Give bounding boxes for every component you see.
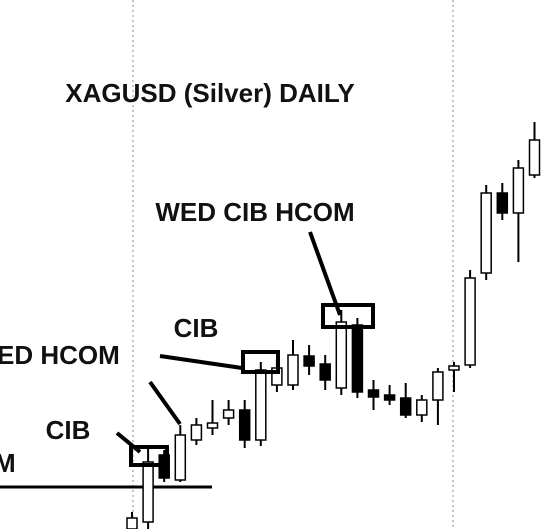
annotation: CIB <box>174 313 219 343</box>
candle-body <box>528 139 541 176</box>
candle-body <box>126 517 138 529</box>
annotation: WED CIB HCOM <box>155 197 354 227</box>
candle-body <box>335 321 348 389</box>
annotation: CIB <box>46 415 91 445</box>
pointer <box>115 431 142 454</box>
box <box>129 445 169 467</box>
candle-body <box>416 399 428 416</box>
candle-body <box>383 394 396 401</box>
candle-body <box>238 409 251 441</box>
candle-body <box>142 461 154 523</box>
candle-body <box>496 192 509 214</box>
candle-body <box>448 365 460 371</box>
candle-body <box>464 277 476 366</box>
box <box>241 350 280 374</box>
candle-body <box>512 167 525 214</box>
candle-body <box>287 354 299 386</box>
pointer <box>308 231 342 316</box>
pointer <box>148 380 182 426</box>
annotation: M <box>0 448 16 478</box>
candle-body <box>255 369 267 441</box>
candles <box>126 122 541 529</box>
candle-body <box>206 422 219 429</box>
candle-body <box>174 434 187 481</box>
candle-body <box>319 363 331 381</box>
annotation: ED HCOM <box>0 340 120 370</box>
box <box>321 303 375 329</box>
candle-body <box>222 409 235 419</box>
candle-body <box>351 324 364 393</box>
pointer <box>159 354 243 370</box>
candle-body <box>190 424 203 441</box>
candle-body <box>367 389 380 398</box>
candle-body <box>432 371 444 401</box>
chart-title: XAGUSD (Silver) DAILY <box>65 78 354 108</box>
candle-body <box>480 192 492 274</box>
candle-body <box>399 397 412 416</box>
candle-body <box>303 355 315 367</box>
annotation-shapes <box>115 231 375 467</box>
